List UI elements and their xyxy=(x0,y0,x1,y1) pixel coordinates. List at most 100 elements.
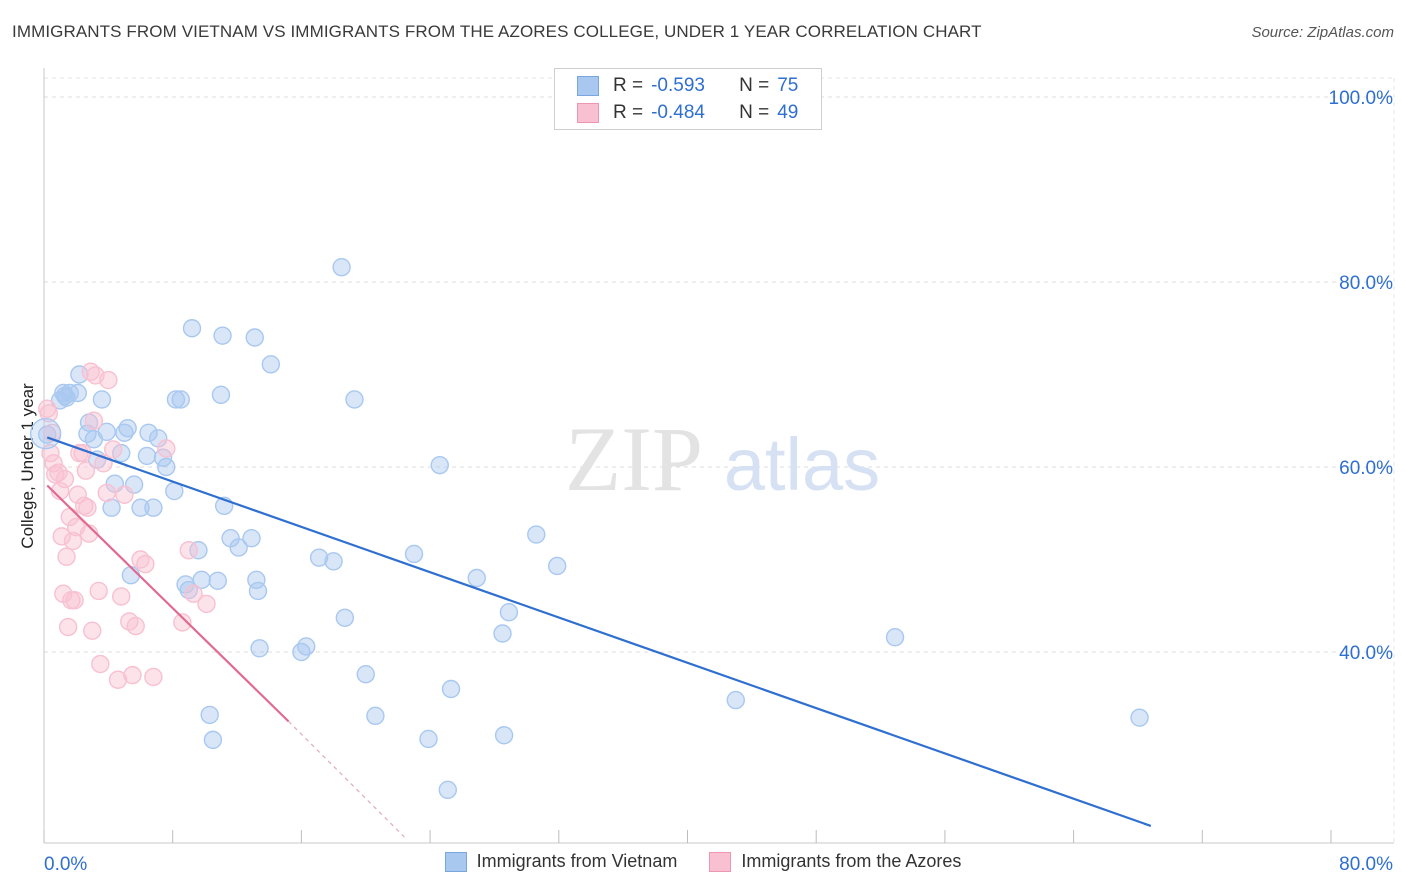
legend-n-label: N = xyxy=(739,102,770,123)
data-point-vietnam xyxy=(356,665,375,684)
data-point-vietnam xyxy=(189,541,208,560)
data-point-azores xyxy=(84,411,104,430)
legend-row-azores: R = -0.484 N = 49 xyxy=(577,102,798,124)
data-point-vietnam xyxy=(527,525,546,544)
data-point-azores xyxy=(65,591,84,610)
trend-line-vietnam xyxy=(46,436,1152,827)
y-tick-label: 40.0% xyxy=(1339,643,1393,664)
data-point-vietnam xyxy=(494,726,514,745)
data-point-azores xyxy=(144,667,163,687)
data-point-azores xyxy=(89,581,108,601)
y-tick-label: 80.0% xyxy=(1339,273,1393,294)
data-point-vietnam xyxy=(92,390,112,409)
data-point-vietnam xyxy=(345,390,364,409)
series-legend: Immigrants from Vietnam Immigrants from … xyxy=(0,851,1406,872)
y-tick-label: 60.0% xyxy=(1339,458,1393,479)
legend-r-value-azores: -0.484 xyxy=(651,102,705,123)
data-point-azores xyxy=(52,527,71,546)
data-point-azores xyxy=(68,485,87,504)
legend-label-azores: Immigrants from the Azores xyxy=(741,851,962,871)
legend-item-vietnam[interactable]: Immigrants from Vietnam xyxy=(444,851,678,872)
data-point-azores xyxy=(173,613,192,632)
data-point-vietnam xyxy=(438,780,457,800)
data-point-azores xyxy=(197,594,216,614)
legend-swatch-vietnam xyxy=(577,76,599,96)
data-point-vietnam xyxy=(250,639,269,658)
legend-r-label: R = xyxy=(613,75,644,96)
gridlines xyxy=(44,77,1395,843)
data-point-vietnam xyxy=(366,706,385,726)
legend-item-azores[interactable]: Immigrants from the Azores xyxy=(709,851,961,872)
data-point-vietnam xyxy=(97,422,116,442)
data-point-azores xyxy=(78,498,97,517)
data-point-vietnam xyxy=(139,423,158,442)
data-point-vietnam xyxy=(192,570,211,590)
correlation-legend: R = -0.593 N = 75 R = -0.484 N = 49 xyxy=(554,68,822,130)
data-point-vietnam xyxy=(70,365,89,384)
data-point-vietnam xyxy=(493,624,512,643)
legend-n-value-azores: 49 xyxy=(777,102,799,123)
data-point-vietnam xyxy=(335,608,355,627)
data-point-vietnam xyxy=(211,385,231,405)
data-point-vietnam xyxy=(430,455,449,475)
data-point-azores xyxy=(108,670,128,689)
data-point-azores xyxy=(112,587,131,606)
data-point-vietnam xyxy=(441,679,461,699)
data-point-vietnam xyxy=(208,571,227,590)
data-point-vietnam xyxy=(229,538,248,557)
x-tick-label: 0.0% xyxy=(44,854,87,875)
data-point-azores xyxy=(115,485,134,504)
data-point-vietnam xyxy=(245,328,264,347)
legend-label-vietnam: Immigrants from Vietnam xyxy=(476,851,678,871)
data-points xyxy=(29,258,1149,800)
data-point-vietnam xyxy=(157,457,176,477)
data-point-vietnam xyxy=(726,690,745,710)
axes xyxy=(43,68,1394,844)
data-point-vietnam xyxy=(261,355,281,374)
data-point-vietnam xyxy=(68,383,87,403)
data-point-vietnam xyxy=(131,498,150,517)
tick-labels: 40.0% 60.0% 80.0% 100.0% 0.0% 80.0% xyxy=(44,88,1393,875)
data-point-vietnam xyxy=(200,705,219,725)
data-point-azores xyxy=(76,461,96,480)
legend-row-vietnam: R = -0.593 N = 75 xyxy=(577,75,798,97)
data-point-azores xyxy=(63,531,83,551)
data-point-vietnam xyxy=(248,581,268,601)
data-point-azores xyxy=(136,554,155,574)
data-point-azores xyxy=(103,440,123,459)
data-point-vietnam xyxy=(144,498,163,517)
y-tick-label: 100.0% xyxy=(1329,88,1394,109)
trend-lines xyxy=(46,436,1152,838)
legend-r-value-vietnam: -0.593 xyxy=(651,75,705,96)
data-point-azores xyxy=(99,370,118,390)
data-point-azores xyxy=(91,654,110,674)
chart-title: IMMIGRANTS FROM VIETNAM VS IMMIGRANTS FR… xyxy=(12,22,982,41)
data-point-azores xyxy=(123,665,142,685)
data-point-vietnam xyxy=(213,326,232,345)
data-point-azores xyxy=(55,469,75,489)
data-point-vietnam xyxy=(182,319,202,338)
data-point-vietnam xyxy=(118,418,137,438)
watermark-atlas: atlas xyxy=(724,423,880,506)
data-point-vietnam xyxy=(467,568,486,588)
data-point-vietnam xyxy=(324,552,343,571)
source-label: Source: ZipAtlas.com xyxy=(1251,24,1394,41)
data-point-vietnam xyxy=(166,390,186,409)
data-point-vietnam xyxy=(499,603,519,622)
watermark-zip: ZIP xyxy=(565,408,703,510)
data-point-azores xyxy=(126,616,145,636)
data-point-vietnam xyxy=(121,566,141,585)
data-point-vietnam xyxy=(242,529,261,548)
legend-swatch-azores xyxy=(709,851,732,872)
legend-n-value-vietnam: 75 xyxy=(777,75,799,96)
legend-swatch-vietnam xyxy=(444,851,467,872)
data-point-azores xyxy=(157,439,176,458)
data-point-azores xyxy=(184,584,203,603)
data-point-vietnam xyxy=(547,556,567,576)
legend-n-label: N = xyxy=(739,75,770,96)
data-point-vietnam xyxy=(404,544,424,564)
data-point-azores xyxy=(97,483,116,503)
data-point-vietnam xyxy=(309,548,329,567)
legend-swatch-azores xyxy=(577,103,599,123)
